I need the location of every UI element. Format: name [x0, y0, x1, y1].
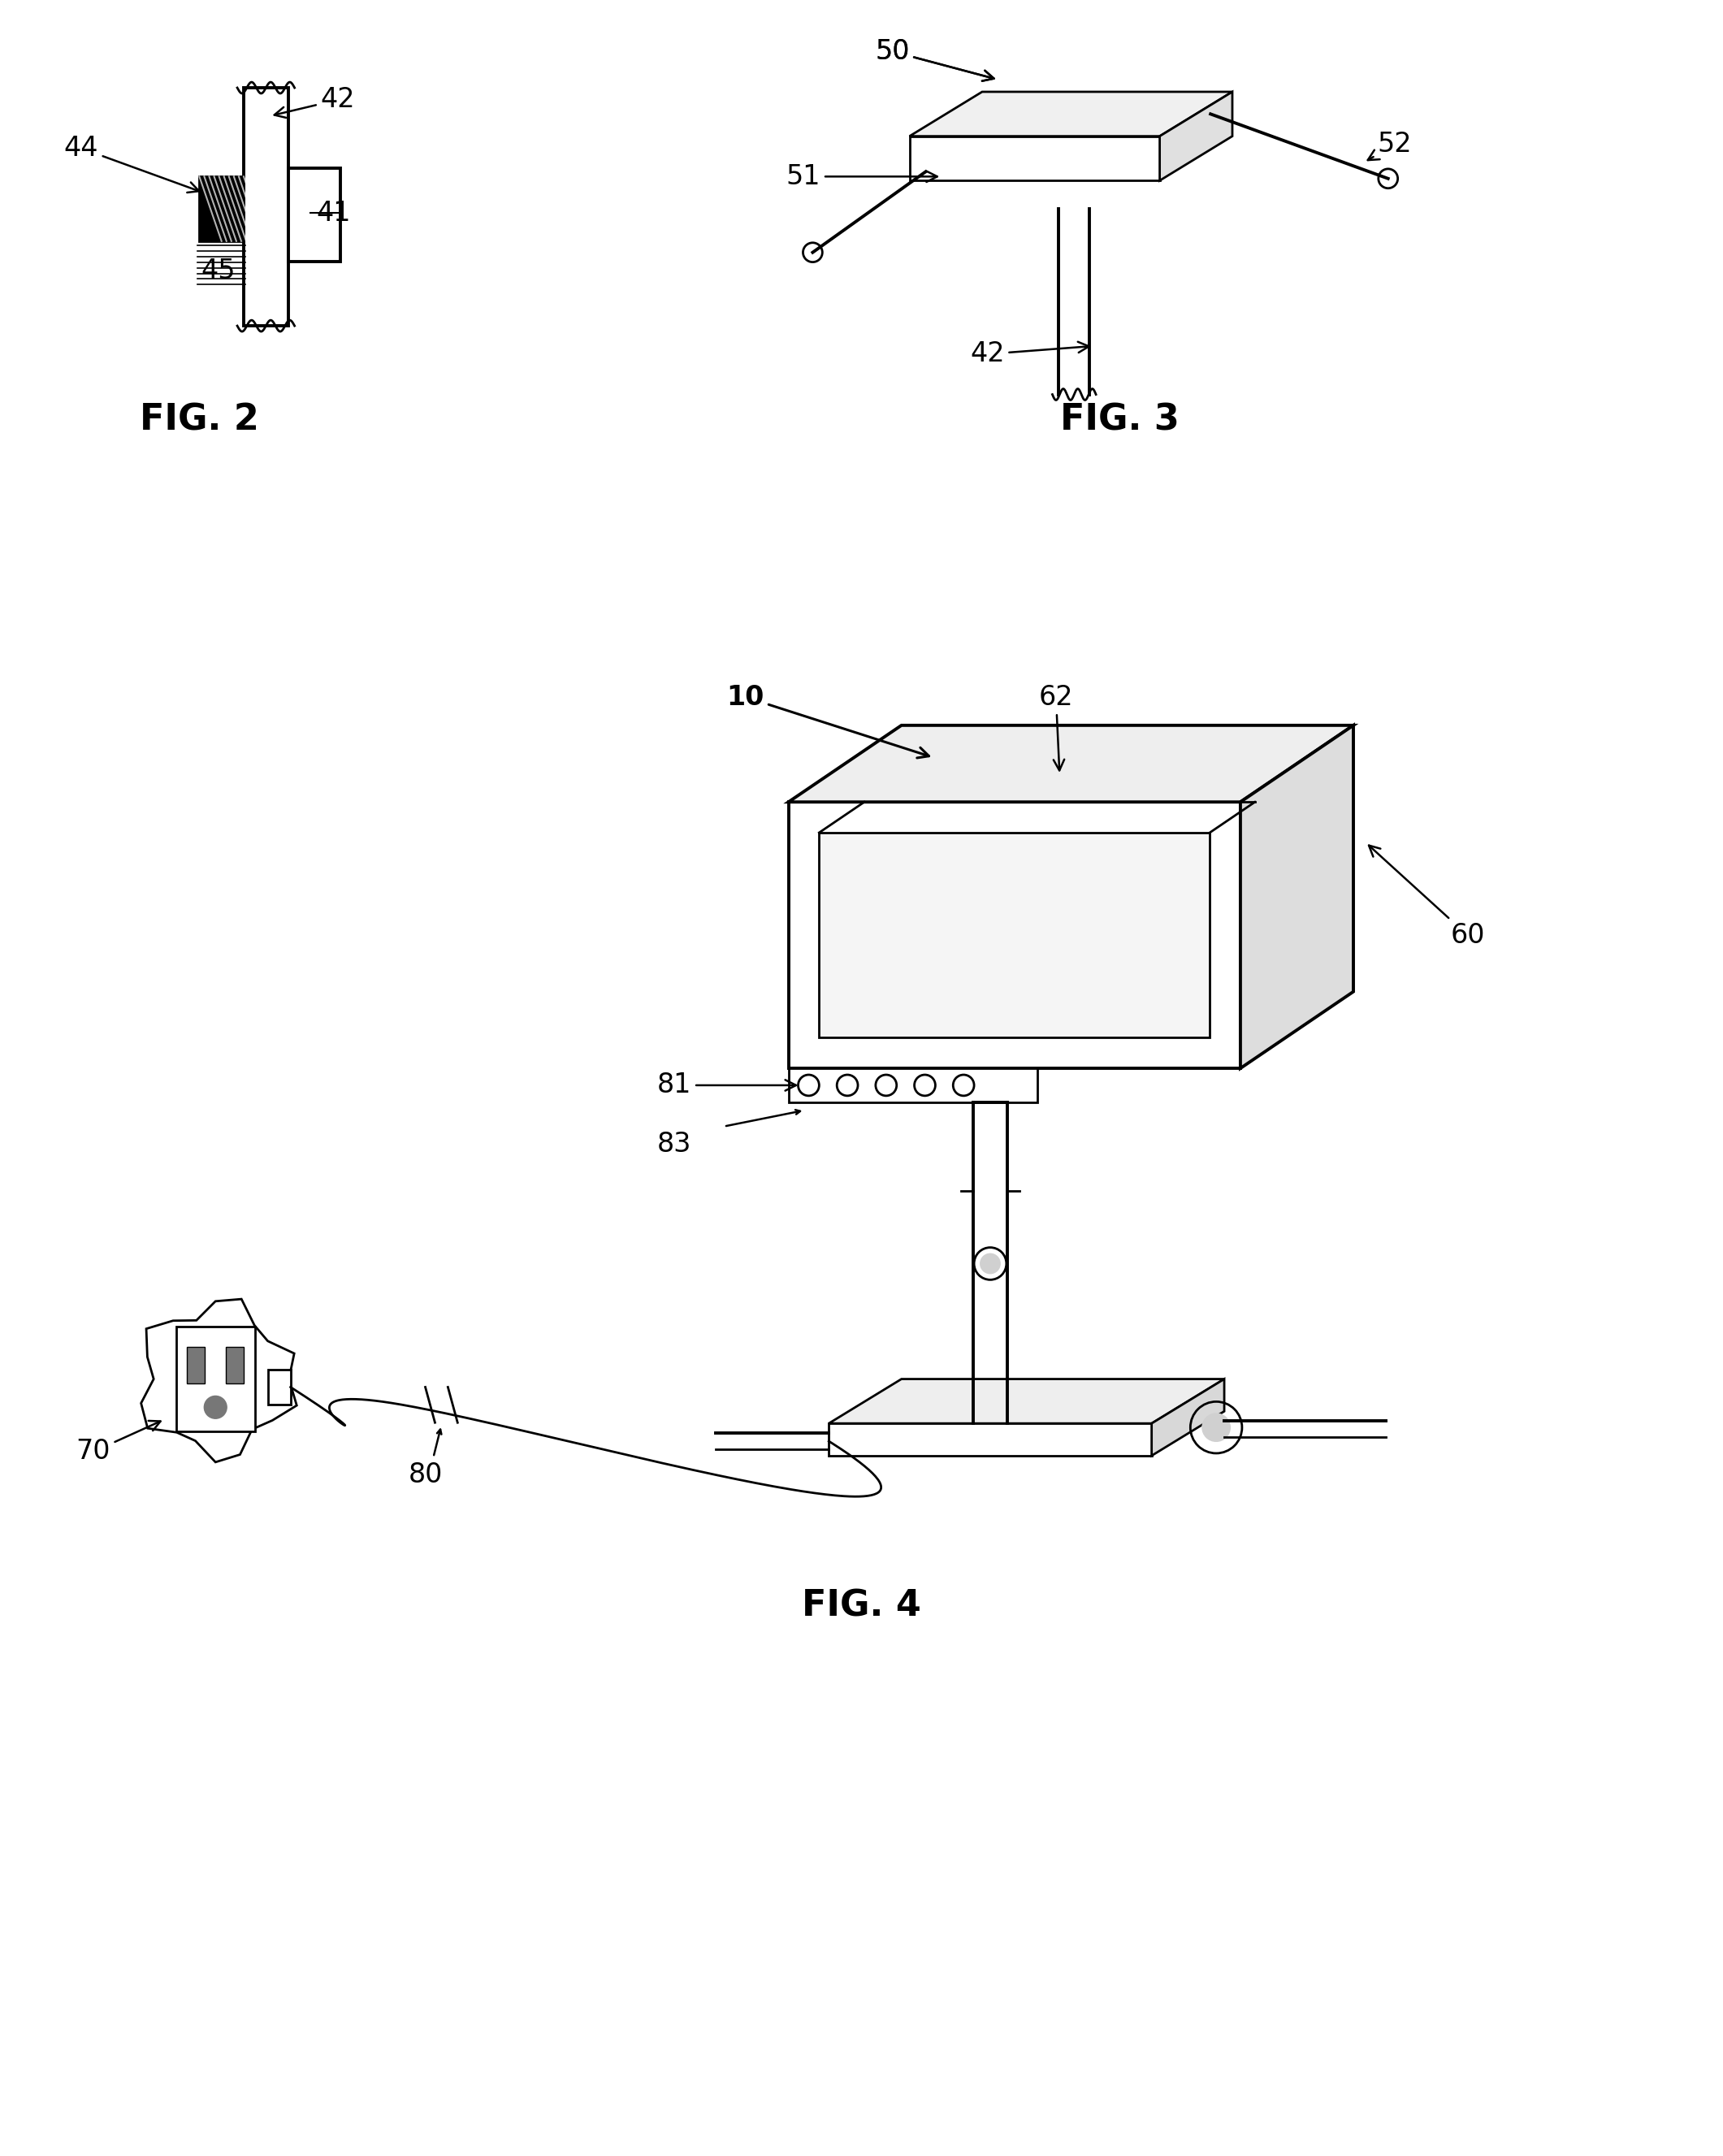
Polygon shape: [1241, 724, 1353, 1069]
Text: FIG. 3: FIG. 3: [1060, 403, 1179, 438]
Polygon shape: [1151, 1380, 1225, 1455]
FancyBboxPatch shape: [288, 168, 341, 261]
Text: 10: 10: [727, 683, 929, 759]
Text: 81: 81: [656, 1072, 796, 1100]
Circle shape: [203, 1395, 227, 1419]
Text: 44: 44: [64, 136, 200, 192]
Text: 60: 60: [1368, 845, 1485, 949]
FancyBboxPatch shape: [176, 1326, 255, 1432]
Text: 70: 70: [76, 1421, 160, 1466]
FancyBboxPatch shape: [200, 177, 243, 241]
Circle shape: [980, 1253, 1001, 1274]
Text: 50: 50: [875, 39, 994, 82]
Polygon shape: [818, 832, 1210, 1037]
Polygon shape: [829, 1423, 1151, 1455]
FancyBboxPatch shape: [188, 1348, 205, 1382]
Text: 50: 50: [875, 39, 994, 82]
Text: 41: 41: [317, 201, 351, 226]
Polygon shape: [789, 724, 1353, 802]
Text: 83: 83: [656, 1130, 691, 1158]
FancyBboxPatch shape: [269, 1369, 291, 1406]
Text: 45: 45: [202, 257, 236, 285]
Circle shape: [1201, 1412, 1230, 1442]
Text: FIG. 4: FIG. 4: [801, 1589, 920, 1623]
Polygon shape: [829, 1380, 1225, 1423]
Polygon shape: [789, 802, 1241, 1069]
Text: FIG. 2: FIG. 2: [140, 403, 258, 438]
Polygon shape: [910, 93, 1232, 136]
FancyBboxPatch shape: [226, 1348, 243, 1382]
Text: 62: 62: [1039, 683, 1073, 770]
FancyBboxPatch shape: [789, 1069, 1037, 1102]
Text: 52: 52: [1368, 132, 1413, 160]
Text: 42: 42: [970, 341, 1089, 367]
Text: 80: 80: [408, 1462, 443, 1488]
FancyBboxPatch shape: [243, 88, 288, 326]
Polygon shape: [910, 136, 1160, 181]
Text: 51: 51: [786, 164, 937, 190]
Polygon shape: [141, 1300, 296, 1462]
Polygon shape: [1160, 93, 1232, 181]
Text: 42: 42: [274, 86, 355, 119]
